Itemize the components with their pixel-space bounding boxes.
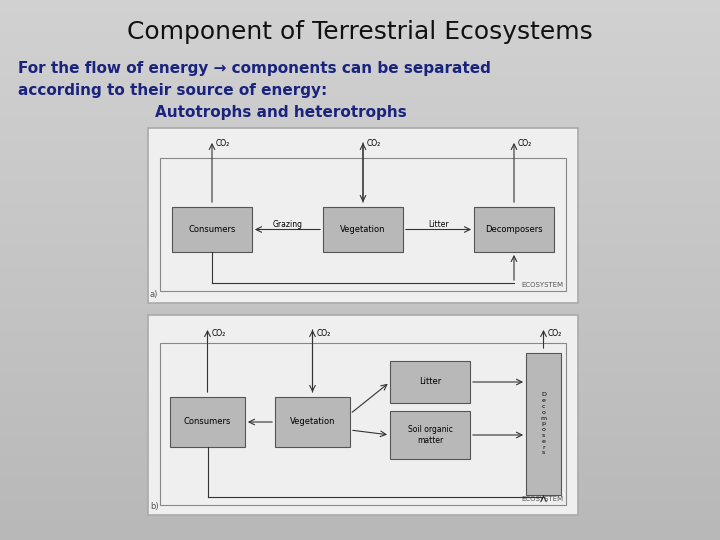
Text: CO₂: CO₂ [212, 328, 226, 338]
Bar [160, 158, 566, 291]
Text: CO₂: CO₂ [216, 139, 230, 148]
Text: Consumers: Consumers [189, 225, 235, 234]
Text: according to their source of energy:: according to their source of energy: [18, 83, 328, 98]
Text: CO₂: CO₂ [518, 139, 532, 148]
Text: CO₂: CO₂ [547, 328, 562, 338]
Text: Decomposers: Decomposers [485, 225, 543, 234]
Text: Consumers: Consumers [184, 417, 231, 427]
Bar [526, 353, 561, 495]
Bar [474, 207, 554, 252]
Bar [170, 397, 245, 447]
Bar [148, 315, 578, 515]
Text: Vegetation: Vegetation [289, 417, 336, 427]
Text: Litter: Litter [419, 377, 441, 387]
Bar [390, 361, 470, 403]
Bar [172, 207, 252, 252]
Bar [323, 207, 403, 252]
Text: a): a) [150, 290, 158, 299]
Text: Soil organic
matter: Soil organic matter [408, 426, 452, 445]
Text: CO₂: CO₂ [317, 328, 330, 338]
Text: Litter: Litter [428, 220, 449, 229]
Text: CO₂: CO₂ [367, 139, 382, 148]
Bar [148, 128, 578, 303]
Bar [160, 343, 566, 505]
Text: ECOSYSTEM: ECOSYSTEM [521, 282, 563, 288]
Text: Component of Terrestrial Ecosystems: Component of Terrestrial Ecosystems [127, 20, 593, 44]
Text: ECOSYSTEM: ECOSYSTEM [521, 496, 563, 502]
Bar [390, 411, 470, 459]
Bar [275, 397, 350, 447]
Text: Autotrophs and heterotrophs: Autotrophs and heterotrophs [155, 105, 407, 119]
Text: D
e
c
o
m
p
o
s
e
r
s: D e c o m p o s e r s [541, 393, 546, 456]
Text: Grazing: Grazing [272, 220, 302, 229]
Text: b): b) [150, 502, 158, 511]
Text: For the flow of energy → components can be separated: For the flow of energy → components can … [18, 60, 491, 76]
Text: Vegetation: Vegetation [341, 225, 386, 234]
